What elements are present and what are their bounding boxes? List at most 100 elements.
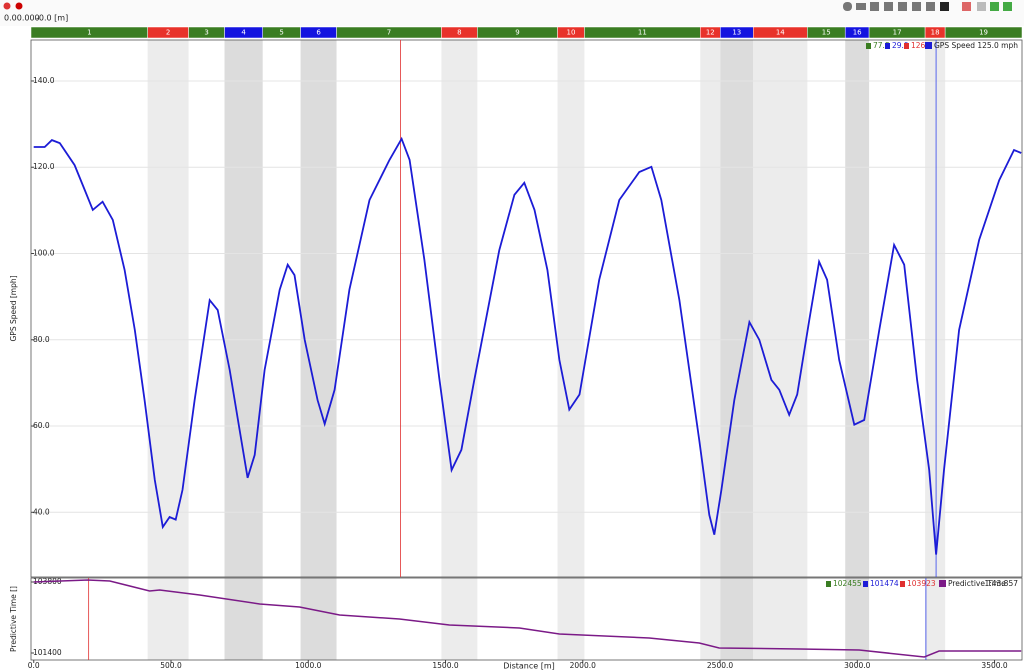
sector-label: 6 xyxy=(316,29,321,37)
sector-label: 3 xyxy=(204,29,208,37)
y-tick-label: 80.0 xyxy=(33,335,50,344)
sector-label: 19 xyxy=(979,29,988,37)
y-tick-label: 40.0 xyxy=(33,507,50,516)
sector-label: 17 xyxy=(893,29,902,37)
sector-label: 11 xyxy=(638,29,647,37)
sector-shade xyxy=(224,578,263,660)
readout-icon xyxy=(826,581,831,587)
legend: 102455 101474 103923 Predictive Time1:43.85… xyxy=(826,579,1018,588)
x-tick-label: 1500.0 xyxy=(432,661,458,670)
sector-label: 18 xyxy=(931,29,940,37)
tool-icon[interactable] xyxy=(898,2,907,11)
sector-shade xyxy=(700,40,721,577)
tool-icon[interactable] xyxy=(870,2,879,11)
sector xyxy=(944,26,1023,39)
legend-swatch xyxy=(925,42,932,49)
y-axis-label: GPS Speed [mph] xyxy=(9,275,18,341)
sector-label: 16 xyxy=(853,29,862,37)
plot-frame xyxy=(30,39,1023,578)
tool-icon[interactable] xyxy=(962,2,971,11)
tool-icon[interactable] xyxy=(977,2,986,11)
offset: -0.0 [m] xyxy=(36,14,68,23)
readout: 103923 xyxy=(907,579,936,588)
sector-label: 10 xyxy=(567,29,576,37)
x-tick-label: 500.0 xyxy=(160,661,182,670)
sector-shade xyxy=(441,40,478,577)
time: 0.00.000 xyxy=(4,14,40,23)
y-axis-label: Predictive Time [] xyxy=(9,586,18,652)
readout: 101474 xyxy=(870,579,899,588)
tool-icon[interactable] xyxy=(3,2,11,10)
sector-label: 13 xyxy=(732,29,741,37)
sector-label: 1 xyxy=(87,29,91,37)
sector-shade xyxy=(441,578,478,660)
tool-icon[interactable] xyxy=(15,2,23,10)
readout-icon xyxy=(885,43,890,49)
sector-shade xyxy=(147,40,189,577)
readout: 102455 xyxy=(833,579,862,588)
x-tick-label: 2500.0 xyxy=(707,661,733,670)
x-tick-label: 0.0 xyxy=(28,661,40,670)
sector-label: 2 xyxy=(166,29,170,37)
tool-icon[interactable] xyxy=(912,2,921,11)
toolbar-icons xyxy=(843,2,1012,11)
y-tick-label: 101400 xyxy=(33,648,62,657)
sector-shade xyxy=(700,578,721,660)
tool-icon[interactable] xyxy=(856,3,866,10)
sector-shade xyxy=(557,578,585,660)
legend-name: GPS Speed xyxy=(934,41,975,50)
sector-label: 15 xyxy=(822,29,831,37)
tool-icon[interactable] xyxy=(990,2,999,11)
tool-icon[interactable] xyxy=(926,2,935,11)
y-tick-label: 60.0 xyxy=(33,421,50,430)
sector-shade xyxy=(300,578,337,660)
readout-icon xyxy=(900,581,905,587)
sector-shade xyxy=(720,578,754,660)
readout: 126.6 xyxy=(911,41,933,50)
sector-shade xyxy=(753,40,808,577)
tool-icon[interactable] xyxy=(940,2,949,11)
sector-label: 14 xyxy=(776,29,785,37)
sector-label: 7 xyxy=(387,29,391,37)
legend-swatch xyxy=(939,580,946,587)
sector-label: 12 xyxy=(706,29,715,37)
sector-label: 9 xyxy=(515,29,519,37)
x-tick-label: 2000.0 xyxy=(570,661,596,670)
legend-name: Predictive Time xyxy=(948,579,1006,588)
plot-frame xyxy=(30,577,1023,661)
legend-value: 125.0 mph xyxy=(977,41,1018,50)
tool-icon[interactable] xyxy=(884,2,893,11)
sector-shade xyxy=(845,40,870,577)
x-tick-label: 3500.0 xyxy=(981,661,1007,670)
tool-icon[interactable] xyxy=(843,2,852,11)
sector-label: 8 xyxy=(457,29,461,37)
y-tick-label: 100.0 xyxy=(33,249,55,258)
y-tick-label: 140.0 xyxy=(33,76,55,85)
toolbar xyxy=(0,0,1024,26)
legend-value: 1:43.857 xyxy=(984,579,1018,588)
sector-shade xyxy=(720,40,754,577)
sector-label: 5 xyxy=(279,29,283,37)
series-line xyxy=(33,136,1022,555)
sector-shade xyxy=(557,40,585,577)
sector-shade xyxy=(753,578,808,660)
sector-shade xyxy=(845,578,870,660)
readout-icon xyxy=(866,43,871,49)
sector-shade xyxy=(300,40,337,577)
x-tick-label: 3000.0 xyxy=(844,661,870,670)
readout: 77.8 xyxy=(873,41,890,50)
x-axis-label: Distance [m] xyxy=(503,662,555,671)
sector-shade xyxy=(925,578,946,660)
sector-shade xyxy=(925,40,946,577)
tool-icon[interactable] xyxy=(1003,2,1012,11)
readout-icon xyxy=(863,581,868,587)
y-tick-label: 120.0 xyxy=(33,162,55,171)
sector-shade xyxy=(224,40,263,577)
x-tick-label: 1000.0 xyxy=(295,661,321,670)
sector-label: 4 xyxy=(241,29,246,37)
series-line xyxy=(33,579,1022,658)
readout: 29.9 xyxy=(892,41,909,50)
readout-icon xyxy=(904,43,909,49)
